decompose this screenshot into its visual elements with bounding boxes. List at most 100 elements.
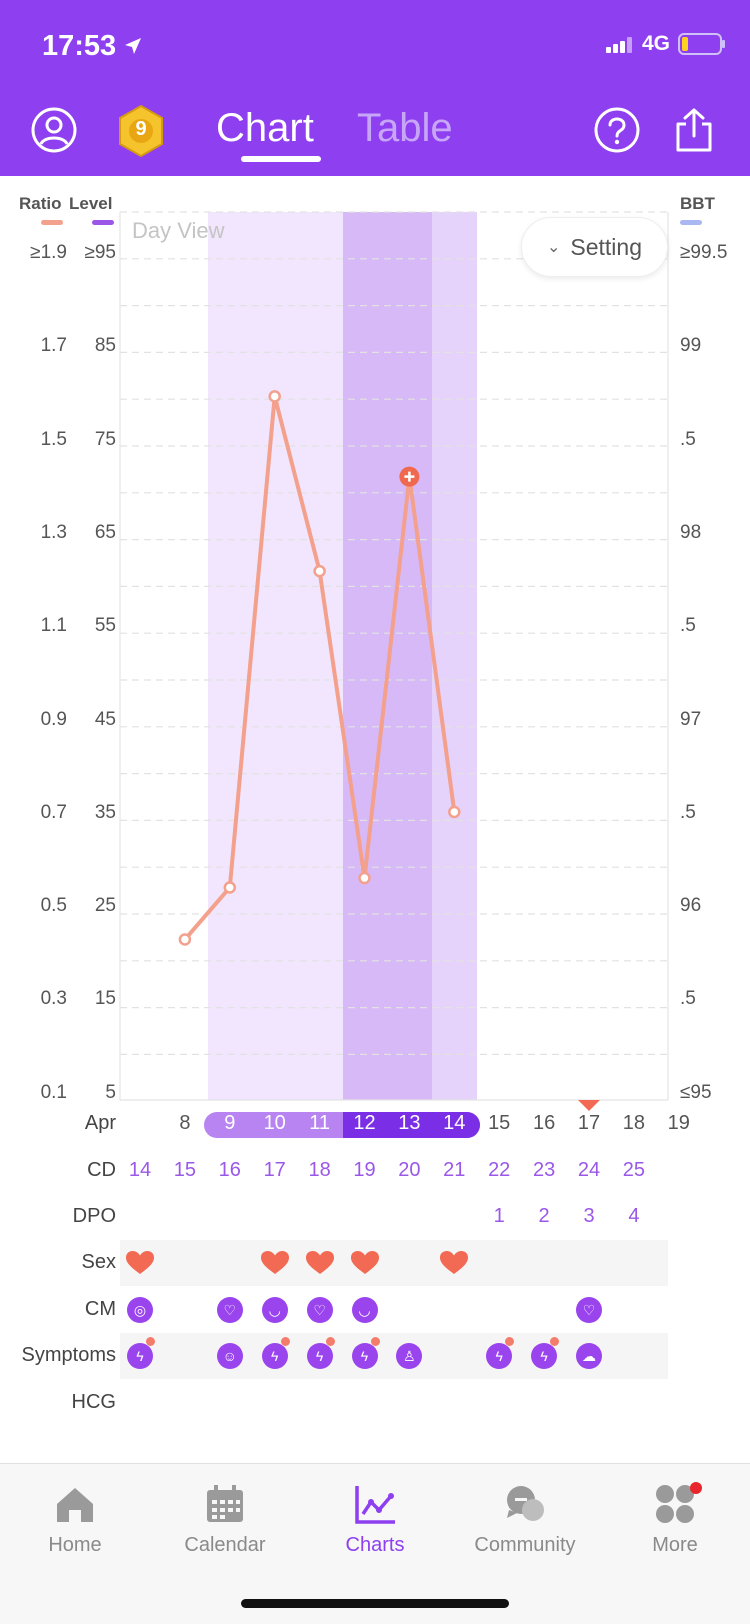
bbt-axis-header: BBT bbox=[680, 194, 715, 213]
bbt-tick: ≥99.5 bbox=[680, 242, 728, 263]
tab-home[interactable]: Home bbox=[0, 1464, 150, 1557]
level-badge-icon[interactable] bbox=[116, 104, 166, 158]
tab-chart[interactable]: Chart bbox=[216, 106, 314, 150]
cramp-icon[interactable]: ϟ bbox=[486, 1343, 513, 1369]
heart-icon[interactable] bbox=[439, 1250, 469, 1276]
dpo-cell: 4 bbox=[628, 1205, 640, 1227]
cramp-icon[interactable]: ϟ bbox=[127, 1343, 153, 1369]
bbt-tick: .5 bbox=[680, 615, 696, 637]
tab-calendar[interactable]: Calendar bbox=[150, 1464, 300, 1557]
ratio-tick: 1.3 bbox=[40, 521, 67, 543]
eggwhite-icon[interactable]: ◎ bbox=[127, 1297, 153, 1323]
cd-cell: 18 bbox=[308, 1159, 331, 1181]
dpo-cell: 1 bbox=[493, 1205, 505, 1227]
date-cell[interactable]: 15 bbox=[488, 1112, 511, 1134]
tab-table[interactable]: Table bbox=[357, 106, 453, 150]
data-point[interactable] bbox=[223, 881, 237, 894]
creamy-icon[interactable]: ◡ bbox=[261, 1297, 288, 1323]
ratio-tick: 0.1 bbox=[40, 1081, 67, 1103]
ovulation-chart[interactable] bbox=[0, 200, 750, 1110]
ratio-legend-swatch bbox=[41, 220, 63, 225]
date-cell[interactable]: 17 bbox=[577, 1112, 601, 1134]
date-cell[interactable]: 16 bbox=[532, 1112, 556, 1134]
data-point[interactable] bbox=[178, 933, 192, 946]
cramp-icon[interactable]: ϟ bbox=[306, 1343, 333, 1369]
level-tick: 35 bbox=[94, 801, 116, 823]
date-cell[interactable]: 19 bbox=[667, 1112, 690, 1134]
data-point[interactable] bbox=[358, 871, 371, 885]
level-badge-number: 9 bbox=[135, 118, 147, 140]
ratio-tick: 0.3 bbox=[40, 988, 67, 1010]
bbt-tick: 99 bbox=[680, 335, 702, 357]
tab-charts[interactable]: Charts bbox=[300, 1464, 450, 1557]
cd-cell: 21 bbox=[443, 1159, 466, 1181]
sleep-icon[interactable]: ☁ bbox=[576, 1343, 602, 1369]
cramp-icon[interactable]: ϟ bbox=[351, 1343, 378, 1369]
date-cell[interactable]: 12 bbox=[353, 1112, 376, 1134]
help-icon[interactable] bbox=[593, 106, 641, 154]
ratio-tick: 0.5 bbox=[40, 895, 67, 917]
calendar-icon bbox=[207, 1485, 243, 1522]
cm-row-label: CM bbox=[84, 1298, 116, 1320]
level-tick: 15 bbox=[94, 988, 116, 1010]
date-cell[interactable]: 11 bbox=[309, 1112, 330, 1134]
profile-icon[interactable] bbox=[30, 106, 78, 154]
community-icon bbox=[507, 1486, 544, 1521]
heart-icon[interactable] bbox=[350, 1250, 380, 1276]
tab-home-label: Home bbox=[48, 1534, 102, 1556]
level-tick: 45 bbox=[94, 708, 116, 730]
tab-more[interactable]: More bbox=[600, 1464, 750, 1557]
tab-community[interactable]: Community bbox=[450, 1464, 600, 1557]
cramp-icon[interactable]: ϟ bbox=[261, 1343, 288, 1369]
watery-icon[interactable]: ♡ bbox=[576, 1297, 602, 1323]
cd-cell: 19 bbox=[353, 1159, 376, 1181]
date-cell[interactable]: 13 bbox=[398, 1112, 421, 1134]
date-cell[interactable]: 14 bbox=[443, 1112, 466, 1134]
top-header: 17:53 4G 9 Chart Table bbox=[0, 0, 750, 176]
person-icon[interactable]: ♙ bbox=[396, 1343, 423, 1369]
plus-icon bbox=[404, 471, 415, 482]
fertile-band bbox=[208, 212, 343, 1100]
creamy-icon[interactable]: ◡ bbox=[351, 1297, 378, 1323]
data-point[interactable] bbox=[268, 390, 281, 403]
level-tick: ≥95 bbox=[84, 242, 116, 263]
setting-label: Setting bbox=[570, 233, 642, 260]
month-label: Apr bbox=[84, 1112, 116, 1134]
data-point[interactable] bbox=[313, 564, 326, 578]
date-cell[interactable]: 9 bbox=[224, 1112, 236, 1134]
heart-icon[interactable] bbox=[125, 1250, 155, 1276]
watery-icon[interactable]: ♡ bbox=[306, 1297, 333, 1323]
peak-date-pill bbox=[342, 1112, 481, 1138]
day-view-label: Day View bbox=[132, 218, 225, 243]
symptom-alert-dot bbox=[370, 1337, 380, 1346]
setting-button[interactable]: ⌄ Setting bbox=[521, 217, 668, 277]
bbt-tick: .5 bbox=[680, 801, 696, 823]
level-tick: 25 bbox=[94, 895, 116, 917]
face-icon[interactable]: ☺ bbox=[216, 1343, 243, 1369]
cd-cell: 15 bbox=[173, 1159, 197, 1181]
ratio-tick: 1.7 bbox=[40, 335, 67, 357]
more-icon bbox=[656, 1485, 694, 1523]
symptom-alert-dot bbox=[505, 1337, 515, 1346]
watery-icon[interactable]: ♡ bbox=[216, 1297, 243, 1323]
location-arrow-icon bbox=[125, 38, 141, 54]
date-cell[interactable]: 18 bbox=[622, 1112, 646, 1134]
dpo-row-label: DPO bbox=[72, 1205, 116, 1227]
tab-active-indicator bbox=[241, 156, 321, 162]
date-cell[interactable]: 8 bbox=[179, 1112, 191, 1134]
share-icon[interactable] bbox=[670, 106, 718, 154]
cd-cell: 20 bbox=[398, 1159, 421, 1181]
cd-cell: 24 bbox=[577, 1159, 601, 1181]
dpo-cell: 3 bbox=[583, 1205, 595, 1227]
heart-icon[interactable] bbox=[260, 1250, 290, 1276]
bbt-tick: .5 bbox=[680, 428, 696, 450]
cd-row-label: CD bbox=[87, 1159, 116, 1181]
level-legend-swatch bbox=[92, 220, 114, 225]
ratio-tick: ≥1.9 bbox=[30, 242, 67, 263]
tab-community-label: Community bbox=[474, 1534, 576, 1556]
level-tick: 75 bbox=[94, 428, 116, 450]
heart-icon[interactable] bbox=[305, 1250, 335, 1276]
cramp-icon[interactable]: ϟ bbox=[531, 1343, 558, 1369]
data-point[interactable] bbox=[448, 805, 461, 819]
date-cell[interactable]: 10 bbox=[263, 1112, 286, 1134]
